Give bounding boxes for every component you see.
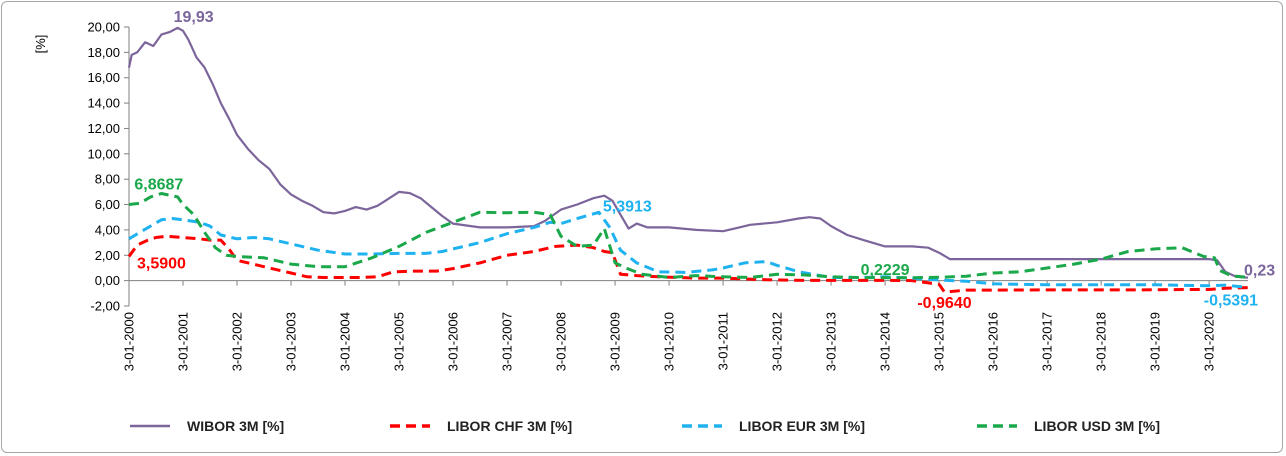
x-tick-label: 3-01-2009 [608, 312, 623, 371]
x-tick-label: 3-01-2003 [284, 312, 299, 371]
y-tick-label: 14,00 [87, 96, 120, 111]
series-line-libor-eur-3m [128, 210, 1249, 289]
y-tick-label: 10,00 [87, 146, 120, 161]
data-label: 3,5900 [137, 256, 186, 273]
y-tick-label: 2,00 [95, 248, 120, 263]
x-tick-label: 3-01-2000 [122, 312, 137, 371]
data-label: 5,3913 [603, 198, 652, 215]
legend-label: WIBOR 3M [%] [187, 418, 284, 434]
x-tick-label: 3-01-2008 [554, 312, 569, 371]
data-label: 0,23 [1244, 263, 1275, 280]
series-line-libor-usd-3m [128, 192, 1249, 280]
y-tick-label: 8,00 [95, 172, 120, 187]
x-tick-label: 3-01-2017 [1040, 312, 1055, 371]
data-label: 19,93 [174, 9, 214, 26]
y-axis-label: [%] [33, 35, 48, 54]
y-tick-label: 6,00 [95, 197, 120, 212]
x-tick-label: 3-01-2013 [824, 312, 839, 371]
x-tick-label: 3-01-2016 [986, 312, 1001, 371]
x-tick-label: 3-01-2018 [1094, 312, 1109, 371]
x-tick-label: 3-01-2010 [662, 312, 677, 371]
x-tick-label: 3-01-2019 [1148, 312, 1163, 371]
data-label: 0,2229 [861, 262, 910, 279]
x-tick-label: 3-01-2005 [392, 312, 407, 371]
legend-label: LIBOR USD 3M [%] [1034, 418, 1160, 434]
y-tick-label: 4,00 [95, 222, 120, 237]
data-label: -0,9640 [917, 295, 971, 312]
y-tick-label: 18,00 [87, 45, 120, 60]
legend: WIBOR 3M [%] LIBOR CHF 3M [%] LIBOR EUR 3M… [130, 418, 1160, 434]
x-tick-label: 3-01-2002 [230, 312, 245, 371]
x-tick-label: 3-01-2014 [878, 312, 893, 371]
x-tick-label: 3-01-2015 [932, 312, 947, 371]
x-tick-label: 3-01-2001 [176, 312, 191, 371]
y-tick-label: 12,00 [87, 121, 120, 136]
data-label: 6,8687 [134, 177, 183, 194]
x-tick-label: 3-01-2011 [716, 312, 731, 370]
series-line-wibor-3m [127, 26, 1249, 279]
x-tick-label: 3-01-2006 [446, 312, 461, 371]
x-axis: 3-01-2000 3-01-2001 3-01-2002 3-01-2003 3-01… [122, 280, 1248, 371]
y-axis: 20,00 18,00 16,00 14,00 12,00 10,00 8,00 6,00 4,… [87, 20, 130, 314]
y-tick-label: 0,00 [95, 273, 120, 288]
data-label: -0,5391 [1204, 292, 1258, 309]
x-tick-label: 3-01-2007 [500, 312, 515, 371]
legend-label: LIBOR CHF 3M [%] [447, 418, 572, 434]
y-tick-label: -2,00 [90, 299, 120, 314]
data-labels: 19,93 0,23 3,5900 -0,9640 5,3913 -0,5391 6,868… [134, 9, 1275, 312]
y-tick-label: 16,00 [87, 70, 120, 85]
y-tick-label: 20,00 [87, 20, 120, 35]
legend-label: LIBOR EUR 3M [%] [739, 418, 865, 434]
series-layer [127, 26, 1249, 294]
x-tick-label: 3-01-2020 [1202, 312, 1217, 371]
x-tick-label: 3-01-2012 [770, 312, 785, 371]
x-tick-label: 3-01-2004 [338, 312, 353, 371]
